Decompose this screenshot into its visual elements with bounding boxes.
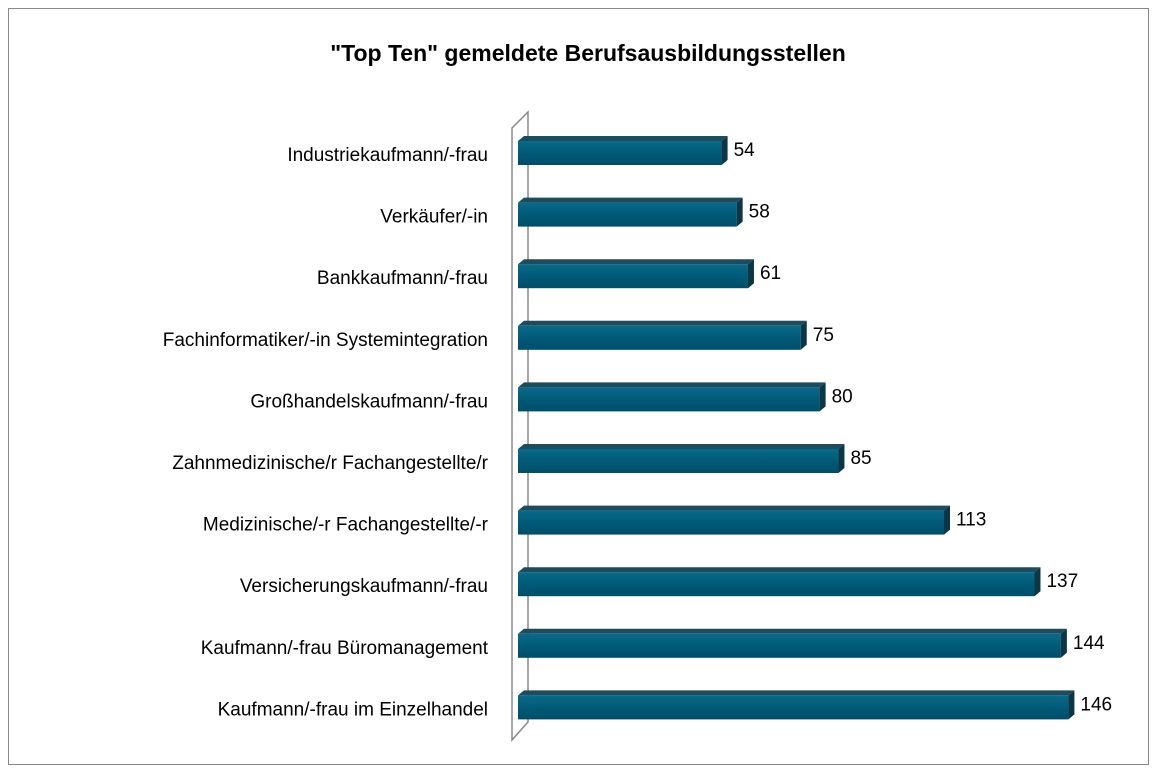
value-label: 80 [832, 386, 853, 407]
bar-end [721, 136, 728, 165]
bar-front [518, 325, 801, 350]
y-tick-label: Versicherungskaufmann/-frau [240, 576, 488, 597]
y-tick-label: Verkäufer/-in [380, 207, 488, 228]
bar-front [518, 387, 820, 412]
bar-front [518, 264, 748, 289]
y-tick-label: Industriekaufmann/-frau [287, 145, 488, 166]
bar-front [518, 695, 1069, 720]
y-tick-label: Bankkaufmann/-frau [317, 268, 488, 289]
bar-front [518, 633, 1061, 658]
bar [518, 320, 807, 350]
bar [518, 444, 845, 473]
y-tick-label: Kaufmann/-frau Büromanagement [201, 638, 489, 659]
bar-end [1060, 628, 1067, 658]
y-tick-label: Fachinformatiker/-in Systemintegration [163, 330, 488, 351]
bar-end [736, 197, 743, 227]
y-tick-label: Großhandelskaufmann/-frau [250, 391, 488, 412]
y-tick-label: Zahnmedizinische/r Fachangestellte/r [172, 453, 488, 474]
bar-end [838, 444, 845, 473]
value-label: 58 [749, 202, 770, 223]
bar-top [518, 690, 1075, 696]
value-label: 144 [1073, 633, 1105, 654]
value-label: 113 [956, 510, 986, 531]
bar-top [518, 259, 754, 265]
bar [518, 197, 743, 227]
chart-title: "Top Ten" gemeldete Berufsausbildungsste… [330, 40, 846, 66]
bar-front [518, 510, 945, 535]
bar [518, 628, 1067, 658]
bar [518, 136, 728, 165]
value-label: 137 [1046, 571, 1078, 592]
value-label: 54 [734, 140, 756, 161]
bar-end [747, 259, 754, 289]
bar-top [518, 136, 728, 141]
y-tick-label: Kaufmann/-frau im Einzelhandel [218, 699, 488, 720]
bar-end [1034, 567, 1041, 597]
bar-top [518, 505, 951, 511]
bar [518, 567, 1041, 597]
bar-front [518, 449, 839, 473]
value-label: 75 [813, 325, 834, 346]
bar-end [944, 505, 951, 535]
value-label: 61 [760, 263, 781, 284]
bar-top [518, 382, 826, 388]
value-label: 85 [850, 448, 871, 469]
bar-top [518, 444, 845, 449]
y-tick-label: Medizinische/-r Fachangestellte/-r [203, 515, 489, 536]
bar [518, 259, 754, 289]
bar-end [800, 320, 807, 350]
bar-top [518, 567, 1041, 573]
bar [518, 505, 951, 535]
bar-end [819, 382, 826, 412]
value-label: 146 [1080, 694, 1112, 715]
bar-top [518, 628, 1067, 634]
bar [518, 690, 1075, 720]
bar-top [518, 320, 807, 326]
bar [518, 382, 826, 412]
bar-front [518, 202, 737, 227]
bar-front [518, 572, 1035, 597]
bar-top [518, 197, 743, 203]
bar-front [518, 141, 722, 165]
bar-end [1068, 690, 1075, 720]
